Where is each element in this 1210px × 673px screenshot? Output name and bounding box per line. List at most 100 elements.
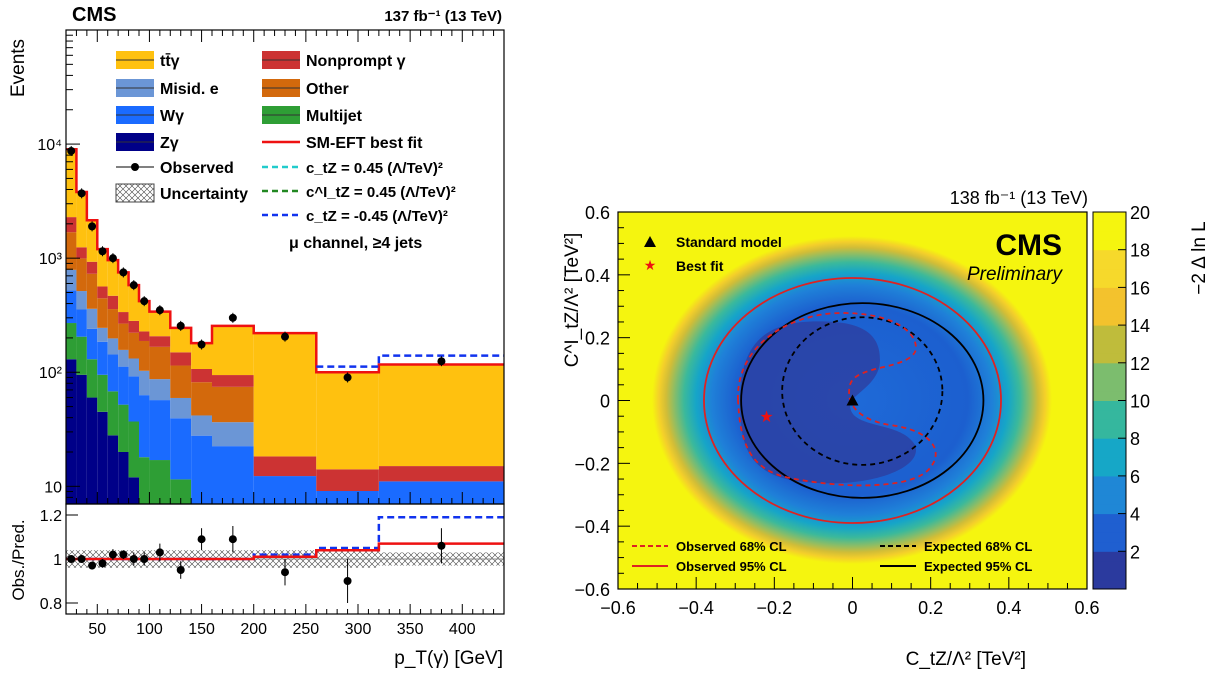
observed-point [228, 313, 237, 322]
ratio-observed-point [228, 535, 237, 544]
bar-multijet [97, 374, 108, 412]
colorbar-segment [1093, 494, 1126, 505]
legend-label: Other [306, 81, 349, 98]
marker-standard-model [846, 394, 859, 406]
legend-label: c_tZ = 0.45 (Λ/TeV)² [306, 160, 443, 177]
colorbar-segment [1093, 560, 1126, 571]
colorbar-segment [1093, 391, 1126, 401]
bar-misid-e [97, 327, 108, 342]
bar-multijet [149, 460, 171, 504]
cms-label-right: CMS [995, 229, 1062, 262]
bar-multijet [118, 404, 129, 452]
colorbar-segment [1093, 212, 1126, 222]
y-tick-label: 10 [44, 479, 62, 496]
colorbar-segment [1093, 268, 1126, 279]
bar-misid-e [191, 415, 212, 436]
channel-label: μ channel, ≥4 jets [289, 235, 422, 252]
ratio-observed-point [88, 561, 97, 570]
bar-multijet [107, 391, 119, 436]
heatmap-axes: −0.6−0.6 −0.4 −0.4 −0.2 −0.2 0 0 0.2 0.2 0.4 0.4 0.… [574, 203, 1099, 618]
legend-swatch-best-fit: ★ [644, 257, 657, 273]
colorbar-segment [1093, 457, 1126, 467]
colorbar: 2 4 6 8 10 12 14 16 18 20 [1092, 203, 1150, 590]
bar-misid-e [76, 291, 87, 310]
contour-expected-95-cl [740, 302, 985, 499]
bar-other [97, 298, 108, 328]
bar-w [212, 446, 254, 504]
bar-misid-e [149, 379, 171, 401]
x-tick-label: 350 [397, 621, 424, 638]
bar-tt [86, 220, 98, 262]
heatmap-y-tick-label: 0 [600, 392, 610, 412]
cms-label-left: CMS [72, 4, 116, 26]
observed-point [108, 254, 117, 263]
colorbar-segment [1093, 296, 1126, 307]
bar-w [107, 354, 119, 392]
legend-swatch-uncertainty [115, 183, 155, 203]
x-tick-label: 400 [449, 621, 476, 638]
ratio-observed-point [140, 555, 149, 563]
colorbar-segment [1093, 353, 1126, 364]
contour-observed-95-cl [703, 277, 1002, 524]
legend-label: Observed [160, 160, 234, 177]
colorbar-segment [1093, 287, 1126, 298]
x-tick-label: 250 [293, 621, 320, 638]
colorbar-tick-label: 12 [1130, 354, 1150, 374]
colorbar-segment [1093, 504, 1126, 515]
colorbar-segment [1093, 579, 1126, 590]
legend-label: Best fit [676, 258, 724, 274]
bar-multijet [66, 323, 77, 360]
ratio-plot [66, 515, 504, 603]
observed-point [176, 321, 185, 330]
bar-w [316, 491, 379, 504]
bar-tt [107, 259, 119, 296]
bar-tt [139, 301, 150, 332]
bar-z [86, 397, 98, 504]
legend-swatch-observed-point [131, 163, 139, 171]
legend-label: Misid. e [160, 81, 219, 98]
ratio-observed-point [119, 550, 128, 559]
bar-z [118, 451, 129, 504]
legend-label: Expected 68% CL [924, 539, 1032, 554]
legend-right: Standard model ★ Best fit Observed 68% CL Ob… [632, 234, 1032, 574]
colorbar-tick-label: 8 [1130, 429, 1140, 449]
bar-w [97, 341, 108, 375]
colorbar-segment [1093, 541, 1126, 552]
bar-nonprompt [149, 336, 171, 347]
bar-tt [378, 365, 504, 467]
bar-w [128, 376, 139, 422]
bar-other [149, 346, 171, 380]
contour-lines [703, 277, 1002, 524]
heatmap-y-tick-label: −0.2 [574, 454, 610, 474]
observed-point [119, 268, 128, 277]
bar-nonprompt [253, 456, 317, 477]
bar-w [86, 328, 98, 360]
bar-nonprompt [316, 469, 379, 492]
bar-other [118, 323, 129, 350]
observed-point [197, 340, 206, 349]
x-axis-label-pt: p_T(γ) [GeV] [394, 648, 503, 669]
x-tick-label: 50 [88, 621, 106, 638]
colorbar-segment [1093, 400, 1126, 411]
observed-point [129, 281, 138, 290]
colorbar-segment [1093, 428, 1126, 439]
colorbar-segment [1093, 381, 1126, 392]
bar-w [76, 309, 87, 337]
bar-tt [118, 272, 129, 313]
heatmap-x-tick-label: −0.4 [678, 598, 714, 618]
legend-label: Uncertainty [160, 186, 248, 203]
colorbar-segment [1093, 249, 1126, 260]
z-axis-label: −2 Δ ln L [1189, 221, 1210, 294]
bar-z [128, 477, 139, 504]
ratio-observed-point [129, 555, 138, 563]
bar-w [139, 395, 150, 458]
colorbar-tick-label: 10 [1130, 392, 1150, 412]
ratio-observed-point [197, 535, 206, 544]
legend-label: c^I_tZ = 0.45 (Λ/TeV)² [306, 184, 456, 201]
bar-other [76, 258, 87, 292]
legend-label: Nonprompt γ [306, 53, 406, 70]
colorbar-segment [1093, 325, 1126, 336]
ratio-observed-point [281, 568, 289, 577]
lumi-label-right: 138 fb⁻¹ (13 TeV) [950, 188, 1088, 208]
bar-other [191, 382, 212, 416]
